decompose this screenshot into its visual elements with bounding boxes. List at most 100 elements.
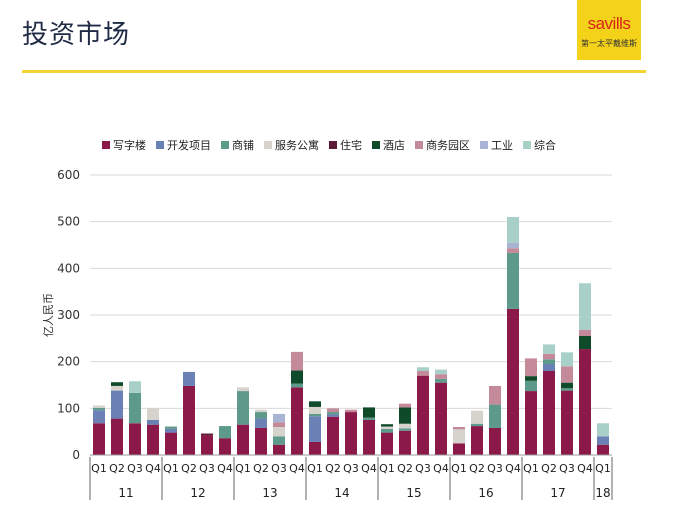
bar-segment bbox=[507, 252, 519, 309]
savills-logo: savills 第一太平戴维斯 bbox=[577, 0, 641, 60]
bar-segment bbox=[183, 385, 195, 455]
x-tick-label: Q1 bbox=[235, 462, 251, 475]
bar-segment bbox=[363, 407, 375, 418]
bar-segment bbox=[525, 380, 537, 392]
bar-segment bbox=[363, 420, 375, 455]
bar-segment bbox=[417, 375, 429, 455]
x-tick-label: Q4 bbox=[217, 462, 233, 475]
bar-segment bbox=[327, 412, 339, 415]
bar-segment bbox=[291, 351, 303, 371]
bar-segment bbox=[561, 382, 573, 389]
bar-segment bbox=[111, 390, 123, 419]
legend-swatch bbox=[221, 141, 229, 149]
bar-segment bbox=[507, 248, 519, 253]
bar-segment bbox=[345, 412, 357, 455]
year-label: 11 bbox=[118, 486, 133, 500]
logo-wordmark: savills bbox=[587, 14, 631, 33]
bar-segment bbox=[543, 371, 555, 455]
bar-segment bbox=[237, 391, 249, 425]
legend-swatch bbox=[372, 141, 380, 149]
bar-segment bbox=[561, 388, 573, 391]
x-tick-label: Q1 bbox=[595, 462, 611, 475]
bar-segment bbox=[309, 413, 321, 417]
legend-swatch bbox=[523, 141, 531, 149]
bar-segment bbox=[507, 242, 519, 249]
bar-segment bbox=[417, 367, 429, 371]
bar-segment bbox=[111, 382, 123, 386]
bar-segment bbox=[525, 376, 537, 381]
bar-segment bbox=[543, 353, 555, 360]
bar-segment bbox=[435, 382, 447, 455]
bar-segment bbox=[93, 423, 105, 455]
bar-segment bbox=[309, 401, 321, 407]
x-tick-label: Q3 bbox=[127, 462, 143, 475]
bar-segment bbox=[291, 387, 303, 455]
bar-segment bbox=[597, 436, 609, 445]
bar-segment bbox=[129, 392, 141, 424]
bar-segment bbox=[453, 427, 465, 430]
bar-segment bbox=[309, 441, 321, 455]
bar-segment bbox=[561, 390, 573, 455]
bar-segment bbox=[255, 409, 267, 413]
legend-label: 写字楼 bbox=[113, 138, 146, 152]
bar-segment bbox=[327, 416, 339, 455]
legend-swatch bbox=[156, 141, 164, 149]
bar-segment bbox=[381, 426, 393, 429]
x-tick-label: Q4 bbox=[145, 462, 161, 475]
bar-segment bbox=[273, 436, 285, 445]
x-tick-label: Q3 bbox=[343, 462, 359, 475]
x-tick-label: Q2 bbox=[181, 462, 197, 475]
x-tick-label: Q1 bbox=[307, 462, 323, 475]
bar-segment bbox=[165, 432, 177, 455]
bar-segment bbox=[399, 423, 411, 429]
year-label: 18 bbox=[595, 486, 610, 500]
bar-segment bbox=[201, 435, 213, 455]
legend-label: 商铺 bbox=[232, 138, 254, 152]
bar-segment bbox=[255, 412, 267, 419]
bar-segment bbox=[417, 371, 429, 376]
legend-label: 综合 bbox=[534, 138, 556, 152]
year-label: 17 bbox=[550, 486, 565, 500]
bar-segment bbox=[471, 426, 483, 455]
bar-segment bbox=[291, 383, 303, 388]
title-underline bbox=[22, 70, 646, 73]
x-tick-label: Q1 bbox=[91, 462, 107, 475]
bar-segment bbox=[219, 438, 231, 455]
y-tick-label: 200 bbox=[57, 355, 80, 369]
bar-segment bbox=[129, 381, 141, 393]
x-tick-label: Q1 bbox=[523, 462, 539, 475]
bar-segment bbox=[543, 359, 555, 364]
bar-segment bbox=[147, 420, 159, 425]
x-tick-label: Q3 bbox=[487, 462, 503, 475]
bar-segment bbox=[255, 427, 267, 455]
x-tick-label: Q3 bbox=[271, 462, 287, 475]
bar-segment bbox=[399, 428, 411, 431]
bar-segment bbox=[435, 369, 447, 375]
y-axis-label: 亿人民币 bbox=[42, 293, 55, 337]
x-tick-label: Q4 bbox=[361, 462, 377, 475]
bar-segment bbox=[273, 444, 285, 455]
bar-segment bbox=[453, 429, 465, 444]
bar-segment bbox=[399, 430, 411, 455]
bar-segment bbox=[507, 308, 519, 455]
bar-segment bbox=[579, 329, 591, 336]
bar-segment bbox=[201, 433, 213, 436]
year-label: 12 bbox=[190, 486, 205, 500]
bar-segment bbox=[597, 444, 609, 455]
legend-swatch bbox=[102, 141, 110, 149]
bar-segment bbox=[579, 336, 591, 350]
year-label: 13 bbox=[262, 486, 277, 500]
bar-segment bbox=[525, 358, 537, 377]
bar-segment bbox=[381, 432, 393, 455]
bar-segment bbox=[399, 403, 411, 408]
bar-segment bbox=[165, 428, 177, 433]
x-tick-label: Q2 bbox=[469, 462, 485, 475]
x-tick-label: Q1 bbox=[379, 462, 395, 475]
x-tick-label: Q3 bbox=[415, 462, 431, 475]
x-tick-label: Q3 bbox=[559, 462, 575, 475]
bar-segment bbox=[489, 404, 501, 428]
bar-segment bbox=[255, 418, 267, 428]
bar-segment bbox=[471, 410, 483, 424]
bar-segment bbox=[399, 407, 411, 424]
